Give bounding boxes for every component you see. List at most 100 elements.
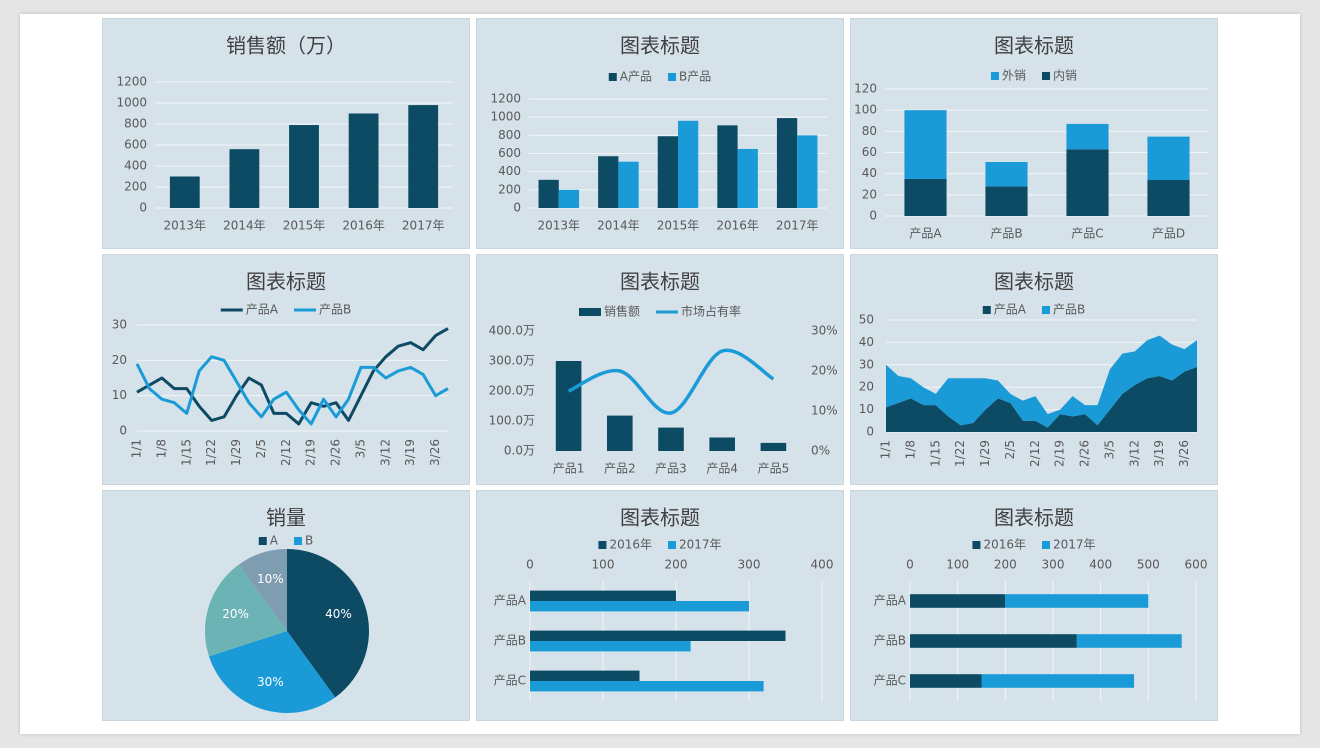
y-tick-label: 30% (811, 324, 838, 338)
x-tick-label: 2016年 (716, 219, 759, 233)
bar (530, 641, 691, 652)
legend-label: B产品 (679, 70, 711, 84)
data-label: 20% (222, 607, 249, 621)
x-tick-label: 2013年 (538, 219, 581, 233)
x-tick-label: 300 (1042, 558, 1065, 572)
chart-title: 图表标题 (620, 506, 700, 530)
x-tick-label: 400 (811, 558, 834, 572)
y-tick-label: 20% (811, 364, 838, 378)
x-tick-label: 产品3 (655, 462, 687, 476)
x-tick-label: 产品B (990, 227, 1022, 241)
x-tick-label: 0 (526, 558, 534, 572)
bar (709, 437, 735, 451)
x-tick-label: 2/19 (304, 439, 318, 466)
y-tick-label: 600 (498, 146, 521, 160)
chart-panel: 图表标题 0 20 40 60 80 100 120 产品A 产品B 产品C 产品D 外销 内销 (850, 18, 1218, 249)
bar (1076, 634, 1182, 648)
legend-swatch (598, 541, 607, 549)
data-label: 30% (257, 675, 284, 689)
chart-title: 图表标题 (246, 270, 326, 294)
legend: 产品A 产品B (220, 303, 351, 317)
bar (607, 415, 633, 451)
y-tick-label: 0% (811, 444, 830, 458)
legend-swatch (668, 541, 676, 549)
y-tick-label: 1000 (116, 96, 147, 110)
y-tick-label: 100.0万 (489, 414, 535, 428)
legend-label: 2016年 (609, 538, 652, 552)
legend-label: 市场占有率 (681, 304, 741, 319)
x-tick-label: 产品1 (553, 462, 585, 476)
x-tick-label: 3/26 (1177, 440, 1191, 467)
y-tick-label: 100 (854, 103, 877, 117)
legend: 2016年 2017年 (598, 538, 722, 552)
y-tick-label: 产品C (494, 674, 526, 688)
y-tick-label: 10 (859, 402, 874, 416)
line (135, 355, 449, 426)
x-tick-label: 400 (1089, 558, 1112, 572)
bar (904, 178, 947, 216)
chart-title: 图表标题 (994, 270, 1074, 294)
y-tick-label: 600 (124, 138, 147, 152)
x-tick-label: 2016年 (342, 219, 385, 233)
chart-title: 图表标题 (620, 270, 700, 294)
bar (910, 594, 1006, 608)
y-tick-label: 0 (869, 209, 877, 223)
x-tick-label: 3/19 (403, 439, 417, 466)
x-tick-label: 2014年 (597, 219, 640, 233)
y-tick-label: 1000 (490, 110, 521, 124)
pie-slice (209, 631, 336, 713)
bar (348, 113, 379, 208)
bar (678, 120, 699, 208)
x-tick-label: 产品5 (758, 462, 790, 476)
legend-label: 产品A (994, 303, 1027, 317)
y-tick-label: 20 (859, 380, 874, 394)
bar (797, 135, 818, 208)
bar (776, 118, 798, 208)
y-tick-label: 200.0万 (489, 384, 535, 398)
y-tick-label: 30 (859, 357, 874, 371)
pie-slice (287, 549, 369, 698)
x-tick-label: 产品C (1071, 227, 1103, 241)
legend-label: 销售额 (604, 304, 640, 319)
x-tick-label: 3/19 (1152, 440, 1166, 467)
x-tick-label: 2/12 (279, 439, 293, 466)
y-tick-label: 产品B (874, 634, 906, 648)
legend-swatch (258, 537, 267, 545)
legend-swatch (667, 73, 676, 81)
bar (910, 674, 982, 688)
bar (1005, 594, 1149, 608)
bar (555, 361, 582, 451)
legend: 2016年 2017年 (972, 538, 1096, 552)
x-tick-label: 1/22 (204, 439, 218, 466)
x-tick-label: 3/12 (378, 439, 392, 466)
x-tick-label: 3/5 (1102, 440, 1116, 459)
y-tick-label: 400 (124, 159, 147, 173)
legend-label: 产品B (1053, 303, 1085, 317)
bar (985, 162, 1028, 187)
y-tick-label: 0 (139, 201, 147, 215)
y-tick-label: 0 (119, 424, 127, 438)
bar (1147, 180, 1190, 216)
x-tick-label: 1/1 (879, 440, 893, 459)
chart-title: 图表标题 (994, 506, 1074, 530)
legend-swatch (990, 72, 999, 80)
bar (169, 176, 200, 208)
x-tick-label: 产品D (1152, 227, 1185, 241)
chart-title: 销售额（万） (226, 34, 346, 58)
x-tick-label: 3/5 (353, 439, 367, 458)
y-tick-label: 20 (862, 187, 877, 201)
bar (598, 156, 619, 208)
y-tick-label: 400.0万 (489, 324, 535, 338)
x-tick-label: 1/29 (978, 440, 992, 467)
x-tick-label: 200 (994, 558, 1017, 572)
x-tick-label: 2/19 (1053, 440, 1067, 467)
x-tick-label: 1/15 (179, 439, 193, 466)
bar (1066, 149, 1109, 216)
x-tick-label: 2/26 (1078, 440, 1092, 467)
chart-title: 图表标题 (994, 34, 1074, 58)
bar (985, 186, 1028, 216)
x-tick-label: 1/1 (130, 439, 144, 458)
line (567, 348, 775, 415)
